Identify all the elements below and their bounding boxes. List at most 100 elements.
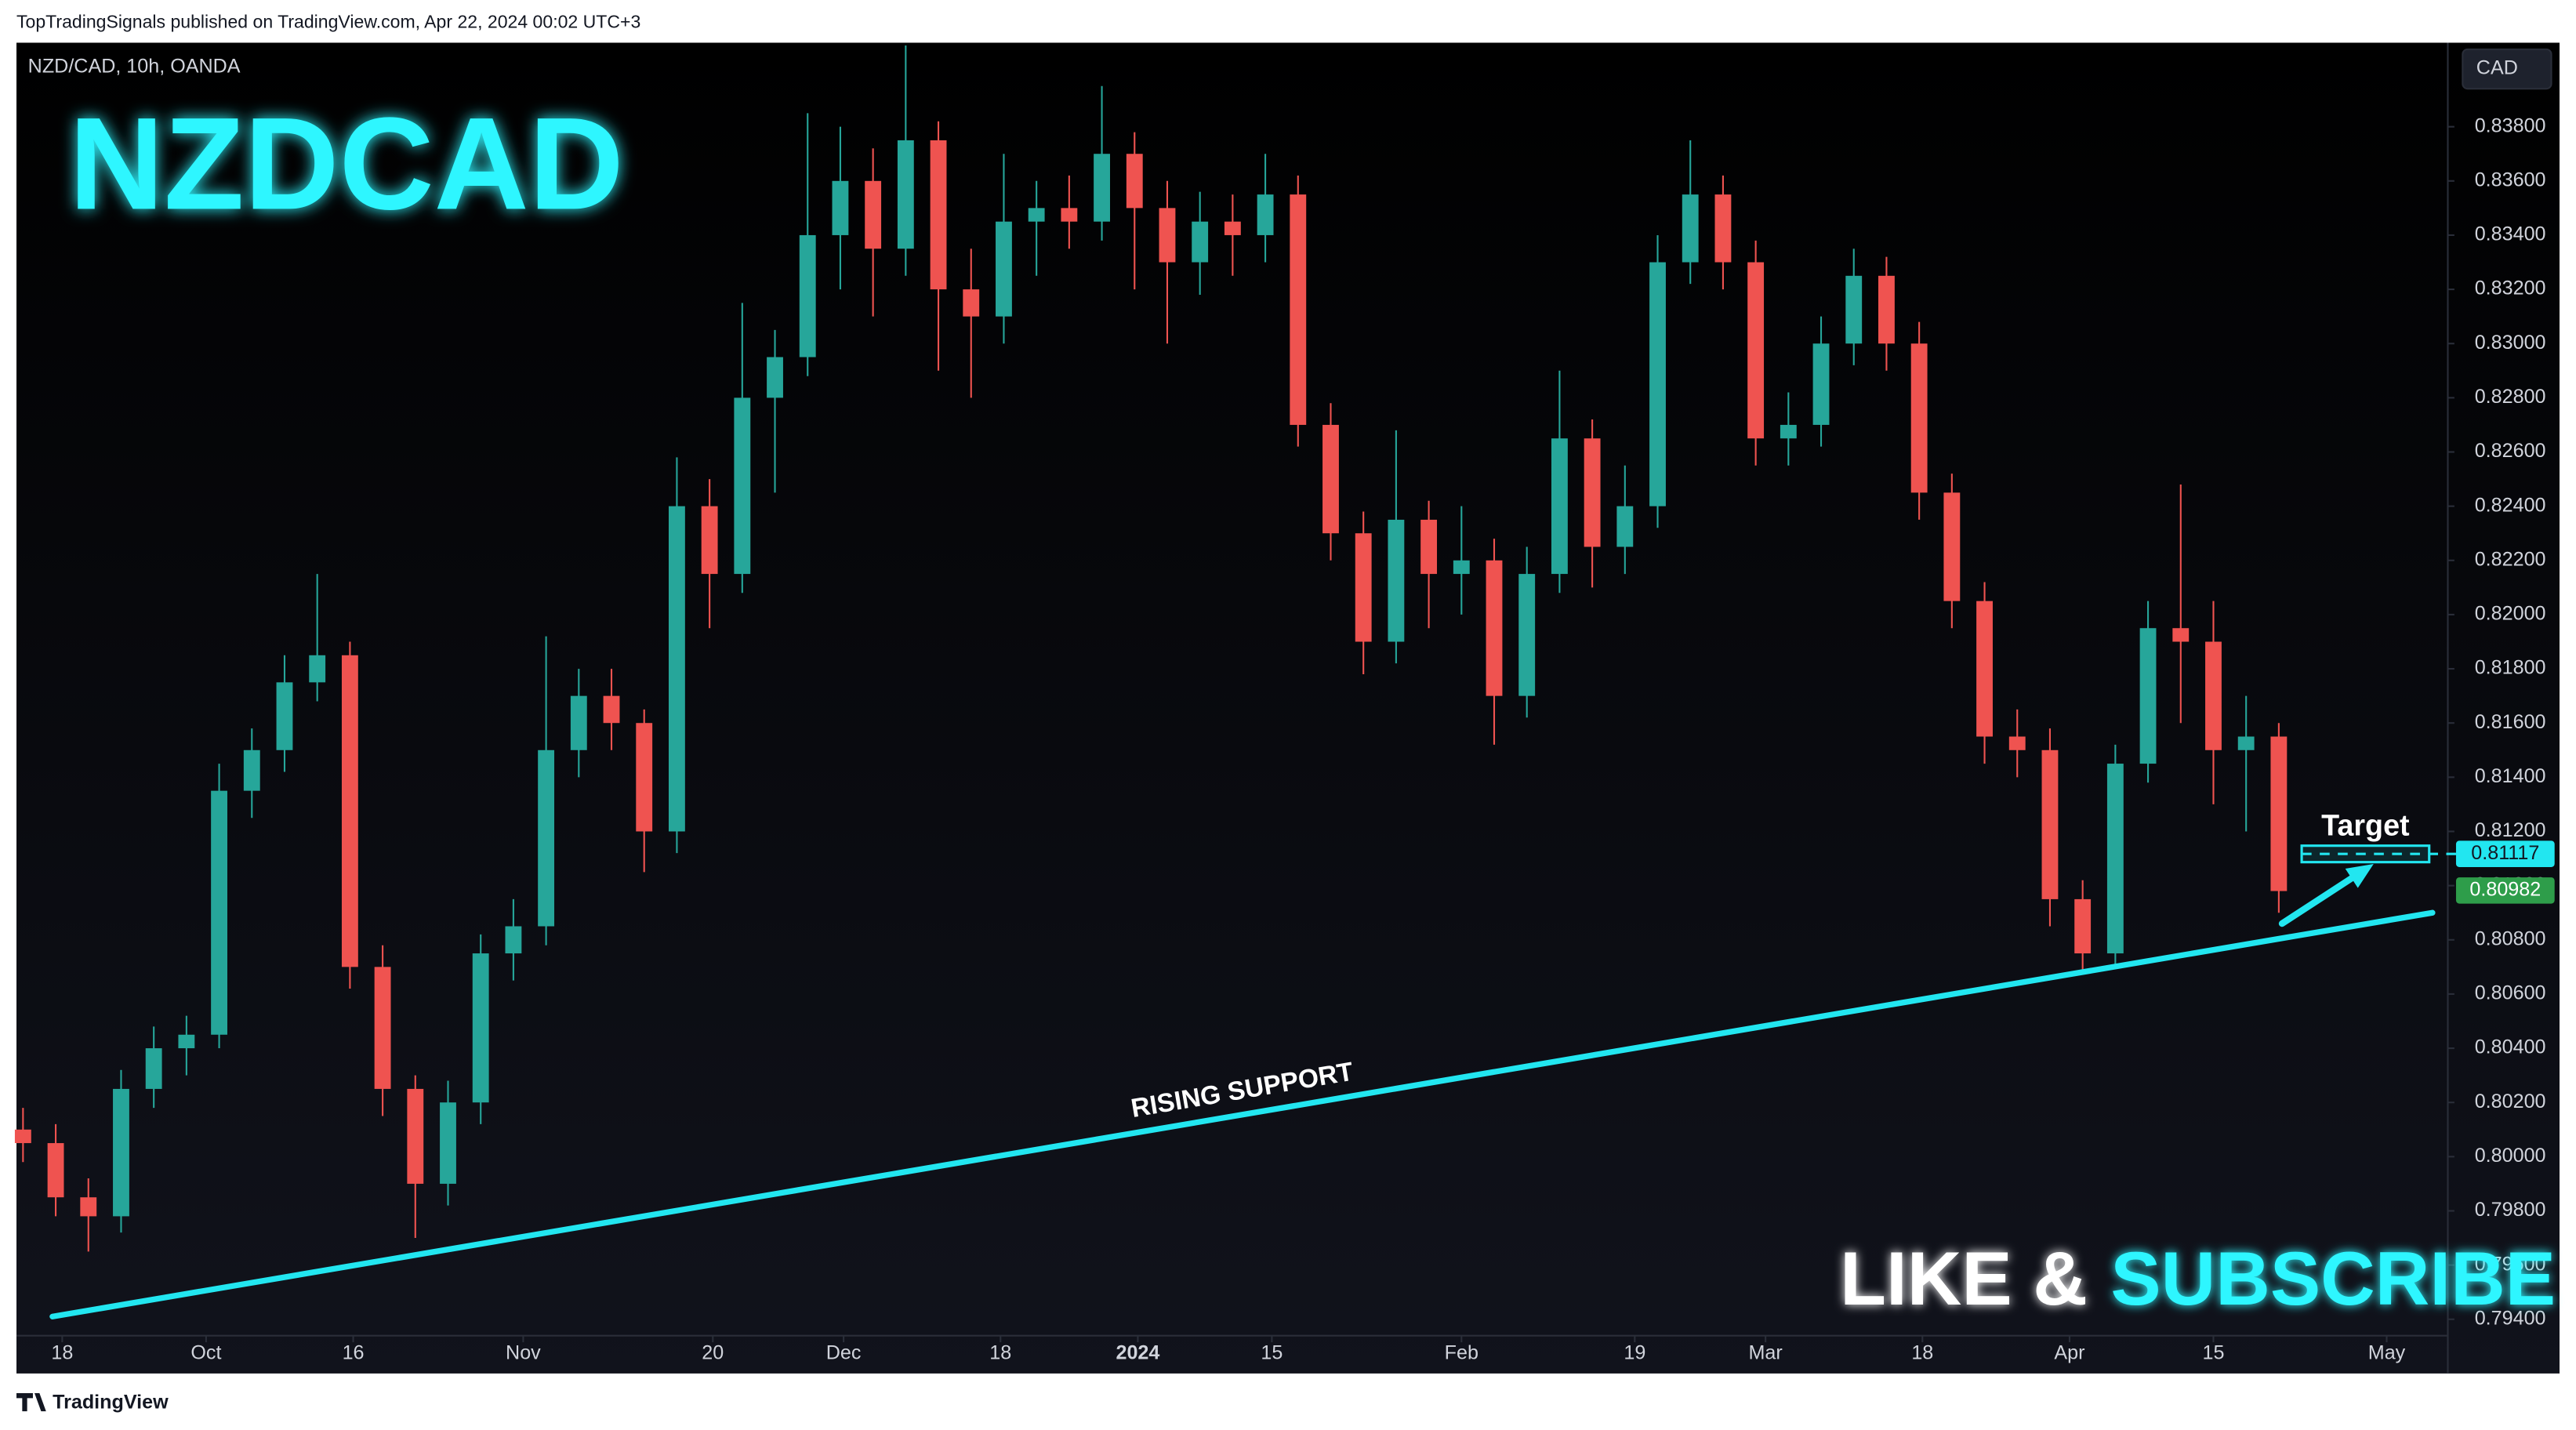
chart-area: [16, 42, 2560, 1374]
y-tick-label: 0.82800: [2475, 386, 2546, 408]
candle-body: [1780, 424, 1797, 439]
x-tick-label: Nov: [506, 1341, 541, 1363]
candle-body: [799, 234, 816, 358]
x-tick-label: 15: [2202, 1341, 2224, 1363]
x-tick-label: 15: [1261, 1341, 1283, 1363]
candle-body: [1714, 194, 1732, 263]
x-tick-label: 18: [989, 1341, 1011, 1363]
candle-body: [1616, 506, 1634, 547]
candle-body: [538, 749, 555, 927]
y-tick-label: 0.83800: [2475, 114, 2546, 136]
candle-body: [374, 967, 391, 1089]
candle-body: [2041, 749, 2059, 899]
candle-body: [407, 1088, 424, 1184]
candle-body: [1094, 154, 1110, 222]
y-tick-label: 0.82600: [2475, 440, 2546, 462]
candle-body: [1388, 519, 1405, 642]
candle-body: [865, 180, 882, 249]
x-tick-label: 19: [1624, 1341, 1645, 1363]
x-tick-label: 18: [1911, 1341, 1933, 1363]
y-tick-label: 0.81200: [2475, 819, 2546, 841]
candle-body: [1910, 343, 1928, 493]
candle-body: [243, 749, 260, 791]
candle-body: [178, 1034, 195, 1049]
y-tick-label: 0.80400: [2475, 1036, 2546, 1058]
candle-body: [211, 790, 228, 1035]
candle-body: [1845, 275, 1863, 344]
y-tick-label: 0.81600: [2475, 711, 2546, 733]
y-tick-label: 0.79400: [2475, 1307, 2546, 1329]
x-tick-label: Mar: [1748, 1341, 1782, 1363]
candle-body: [1812, 343, 1830, 425]
candle-body: [1322, 424, 1339, 534]
plot: 0.79400 0.79600 0.79800 0.80000 0.80200 0.804…: [14, 45, 2555, 1363]
x-tick-label: May: [2368, 1341, 2406, 1363]
currency[interactable]: CAD: [2476, 57, 2518, 79]
candle-body: [2205, 641, 2222, 750]
candle-body: [1192, 221, 1209, 263]
candle-body: [1126, 154, 1143, 209]
candle-body: [930, 140, 947, 290]
target-price-tag: [2455, 840, 2555, 867]
x-tick-label: Dec: [826, 1341, 862, 1363]
candle-body: [996, 221, 1012, 317]
y-tick-label: 0.83200: [2475, 278, 2546, 299]
currency-button[interactable]: [2462, 48, 2552, 90]
logo-icon: [16, 1393, 46, 1412]
y-tick-label: 0.80000: [2475, 1145, 2546, 1167]
candle-body: [701, 506, 718, 575]
candle-body: [2008, 736, 2026, 750]
candle-body: [1682, 194, 1699, 263]
candle-body: [276, 682, 293, 750]
candle-body: [1943, 492, 1961, 601]
candle-body: [1518, 574, 1536, 696]
candle-body: [1649, 262, 1666, 506]
candle-body: [603, 695, 620, 724]
y-tick-label: 0.83400: [2475, 223, 2546, 245]
callout-like: LIKE &: [1840, 1237, 2088, 1321]
candle-body: [309, 655, 326, 683]
candle-body: [1061, 208, 1078, 222]
y-tick-label: 0.80800: [2475, 927, 2546, 949]
candle-body: [1355, 533, 1372, 642]
y-tick-label: 0.83000: [2475, 332, 2546, 354]
x-tick-label: 18: [51, 1341, 73, 1363]
footer-logo: TradingView: [53, 1391, 169, 1413]
candle-body: [2106, 764, 2124, 954]
y-tick-label: 0.79600: [2475, 1253, 2546, 1275]
candle-body: [113, 1088, 129, 1217]
arrow-shaft: [2278, 875, 2355, 927]
candle-body: [734, 397, 751, 575]
candle-body: [570, 695, 587, 750]
last-price: 0.80982: [2469, 879, 2541, 901]
candle-body: [505, 926, 522, 954]
last-price-tag: [2455, 877, 2555, 904]
title: NZDCAD: [69, 89, 624, 237]
candle-body: [1257, 194, 1274, 235]
y-tick-label: 0.82000: [2475, 603, 2546, 625]
x-tick-label: Oct: [190, 1341, 221, 1363]
x-tick-label: 2024: [1116, 1341, 1159, 1363]
candle-body: [1584, 438, 1601, 547]
y-tick-label: 0.82200: [2475, 548, 2546, 570]
candle-body: [1290, 194, 1307, 425]
candle-body: [14, 1129, 31, 1144]
publisher: TopTradingSignals published on TradingVi…: [16, 11, 640, 31]
arrow-head: [2345, 863, 2374, 888]
candle-body: [1159, 208, 1176, 263]
candle-body: [1453, 560, 1470, 575]
candle-body: [145, 1048, 162, 1089]
x-tick-label: 20: [702, 1341, 724, 1363]
candle-body: [897, 140, 914, 249]
y-tick-label: 0.81400: [2475, 765, 2546, 787]
candle-body: [472, 953, 489, 1103]
x-tick-label: Feb: [1445, 1341, 1478, 1363]
target-label: Target: [2321, 809, 2410, 842]
candle-body: [2074, 898, 2092, 954]
candle-body: [2172, 628, 2190, 642]
y-tick-label: 0.80600: [2475, 982, 2546, 1004]
x-tick-label: 16: [343, 1341, 365, 1363]
candle-body: [2270, 736, 2288, 891]
